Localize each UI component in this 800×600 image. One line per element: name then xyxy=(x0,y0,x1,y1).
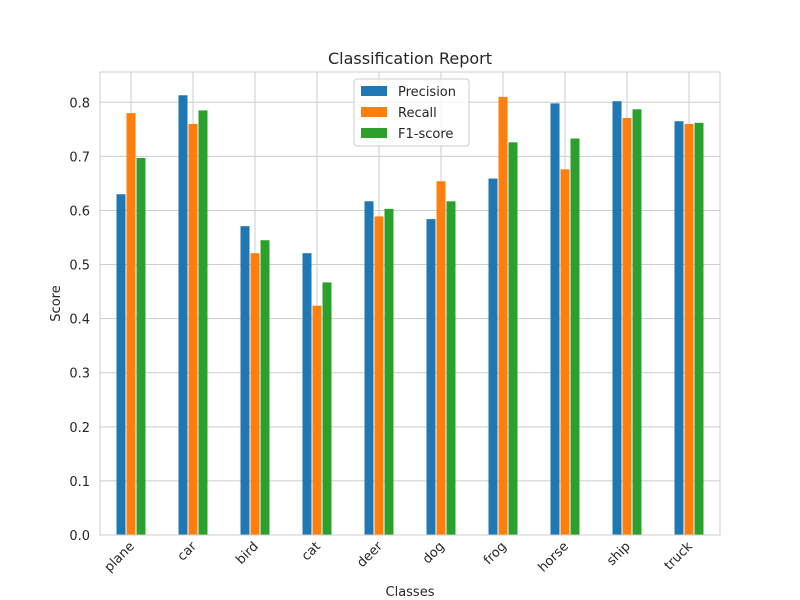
y-tick-label: 0.8 xyxy=(69,96,90,111)
bar-f1-score-deer xyxy=(384,208,394,536)
chart-title: Classification Report xyxy=(328,49,492,68)
bar-recall-horse xyxy=(560,169,570,536)
bar-precision-dog xyxy=(426,219,436,535)
legend-label: Recall xyxy=(398,106,437,121)
legend-label: Precision xyxy=(398,85,456,100)
bar-precision-horse xyxy=(550,103,560,536)
legend-swatch xyxy=(361,128,387,138)
legend-label: F1-score xyxy=(398,127,453,142)
bar-precision-truck xyxy=(674,121,684,535)
x-axis-label: Classes xyxy=(386,585,435,600)
bar-f1-score-horse xyxy=(570,138,580,535)
plot-frame xyxy=(99,71,721,536)
bar-f1-score-dog xyxy=(446,201,456,535)
bar-f1-score-frog xyxy=(508,142,518,535)
x-tick-label: frog xyxy=(481,539,510,568)
bar-recall-frog xyxy=(498,96,508,535)
legend-swatch xyxy=(361,86,387,96)
bar-precision-cat xyxy=(302,253,312,535)
x-tick-label: bird xyxy=(233,539,261,567)
y-axis-label: Score xyxy=(49,285,64,321)
legend-swatch xyxy=(361,107,387,117)
x-tick-label: car xyxy=(175,539,201,565)
y-tick-label: 0.0 xyxy=(69,529,90,544)
y-tick-label: 0.6 xyxy=(69,204,90,219)
bar-f1-score-cat xyxy=(322,282,332,535)
legend: Precision Recall F1-score xyxy=(353,78,470,147)
y-tick-label: 0.4 xyxy=(69,313,90,328)
y-tick-labels: 0.0 0.1 0.2 0.3 0.4 0.5 0.6 0.7 0.8 xyxy=(69,96,90,544)
x-tick-label: horse xyxy=(536,539,572,575)
x-tick-label: truck xyxy=(662,539,697,574)
x-tick-label: ship xyxy=(604,539,634,569)
y-tick-label: 0.2 xyxy=(69,421,90,436)
y-tick-label: 0.5 xyxy=(69,259,90,274)
bar-precision-car xyxy=(178,95,188,535)
bar-f1-score-ship xyxy=(632,109,642,535)
x-tick-labels: plane car bird cat deer dog frog horse ship truck xyxy=(102,539,696,576)
y-tick-label: 0.1 xyxy=(69,475,90,490)
bar-recall-deer xyxy=(374,216,384,535)
x-tick-label: deer xyxy=(354,539,386,571)
y-tick-label: 0.7 xyxy=(69,150,90,165)
bar-precision-frog xyxy=(488,178,498,535)
bar-precision-ship xyxy=(612,101,622,535)
bar-recall-cat xyxy=(312,305,322,535)
bar-f1-score-truck xyxy=(694,122,704,536)
bar-recall-truck xyxy=(684,123,694,535)
x-tick-label: dog xyxy=(420,539,448,567)
bar-recall-bird xyxy=(250,253,260,535)
bar-f1-score-bird xyxy=(260,240,270,535)
bar-precision-plane xyxy=(116,194,126,535)
bars xyxy=(116,95,704,536)
bar-f1-score-plane xyxy=(136,158,146,536)
y-tick-label: 0.3 xyxy=(69,367,90,382)
bar-recall-car xyxy=(188,123,198,535)
bar-precision-deer xyxy=(364,201,374,535)
bar-recall-plane xyxy=(126,113,136,535)
x-tick-label: cat xyxy=(299,539,324,564)
bar-recall-ship xyxy=(622,117,632,535)
bar-precision-bird xyxy=(240,226,250,536)
bar-f1-score-car xyxy=(198,110,208,535)
x-tick-label: plane xyxy=(102,539,138,575)
bar-recall-dog xyxy=(436,181,446,535)
